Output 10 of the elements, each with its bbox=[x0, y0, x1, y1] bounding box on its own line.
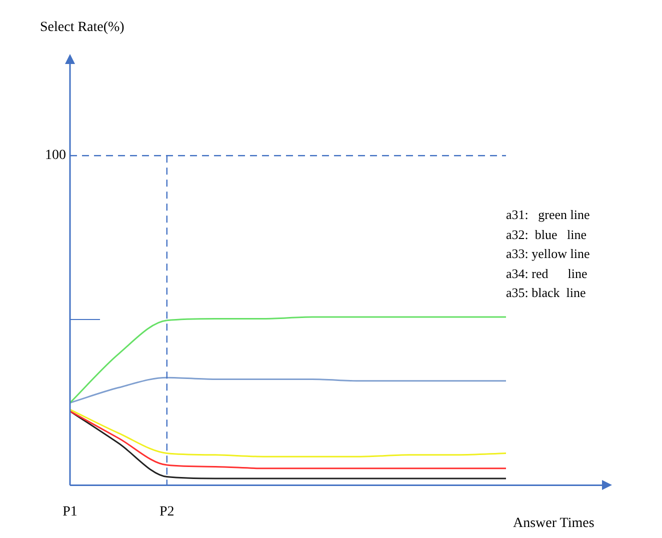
text: a33: yellow line bbox=[506, 245, 590, 263]
text: 100 bbox=[45, 148, 66, 164]
text: a34: red line bbox=[506, 264, 588, 282]
x-axis-title: Answer Times bbox=[513, 516, 594, 532]
text: a32: blue line bbox=[506, 226, 588, 244]
x-tick-label: P1 bbox=[62, 504, 78, 520]
text: a31: green line bbox=[506, 206, 590, 224]
x-tick-label: P2 bbox=[159, 504, 174, 520]
text: Select Rate(%) bbox=[40, 20, 124, 36]
text: a35: black line bbox=[506, 284, 587, 302]
